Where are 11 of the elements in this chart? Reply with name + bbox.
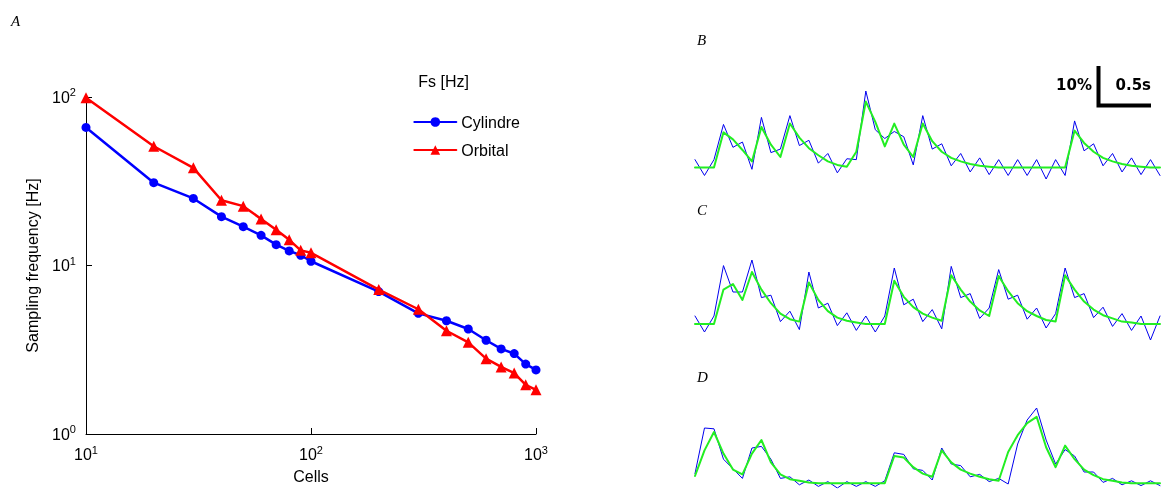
chart-title: D bbox=[696, 368, 708, 385]
chart-title: C bbox=[697, 201, 708, 218]
annotation: 0.5s bbox=[1115, 75, 1152, 94]
legend-label: Cylindre bbox=[461, 113, 521, 131]
legend-title: Fs [Hz] bbox=[418, 72, 470, 90]
x-axis-title: Cells bbox=[293, 467, 329, 485]
chart-title: A bbox=[10, 12, 21, 29]
chart-title: B bbox=[697, 31, 707, 48]
annotation: 10% bbox=[1056, 75, 1092, 94]
y-axis-title: Sampling frequency [Hz] bbox=[23, 178, 41, 353]
legend-label: Orbital bbox=[461, 141, 509, 159]
